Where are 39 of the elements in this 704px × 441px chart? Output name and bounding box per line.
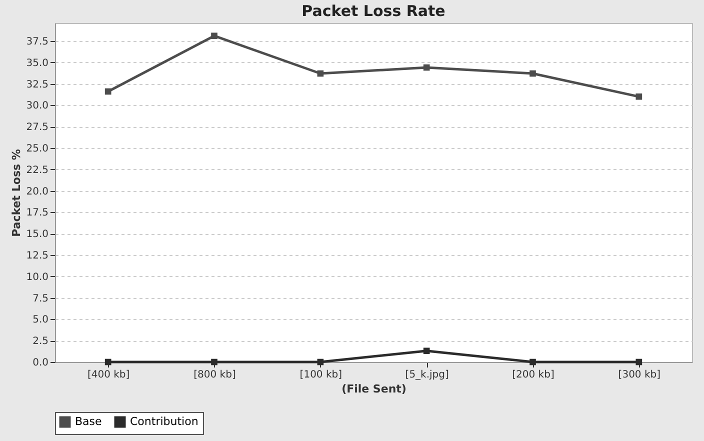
y-tick-label: 17.5 — [26, 208, 48, 219]
legend-label: Contribution — [130, 415, 198, 428]
y-tick-label: 22.5 — [26, 164, 48, 176]
y-axis-title: Packet Loss % — [10, 149, 24, 237]
point — [530, 358, 536, 366]
point — [423, 348, 430, 354]
legend-label: Base — [75, 415, 102, 428]
x-tick-label: [400 kb] — [87, 370, 130, 380]
point — [636, 93, 642, 100]
y-tick-label: 10.0 — [26, 272, 48, 283]
chart-title: Packet Loss Rate — [302, 2, 446, 20]
point — [104, 88, 112, 95]
y-tick-label: 0.0 — [32, 358, 48, 368]
point — [530, 70, 536, 77]
y-tick-label: 12.5 — [26, 250, 48, 262]
x-tick-label: [5_k.jpg] — [405, 370, 449, 380]
point — [211, 358, 218, 366]
y-tick-label: 27.5 — [26, 122, 48, 134]
point — [211, 32, 218, 40]
point — [636, 358, 642, 366]
y-tick-label: 35.0 — [26, 58, 48, 69]
point — [104, 358, 112, 366]
y-tick-label: 5.0 — [32, 314, 48, 326]
y-tick-label: 30.0 — [26, 100, 48, 112]
x-tick-label: [800 kb] — [194, 370, 236, 380]
x-tick-label: [300 kb] — [618, 370, 661, 380]
y-tick-label: 25.0 — [26, 143, 48, 154]
point — [423, 64, 430, 71]
point — [317, 358, 324, 366]
y-tick-label: 32.5 — [26, 79, 48, 90]
y-tick-label: 37.5 — [26, 36, 48, 48]
y-tick-label: 15.0 — [26, 229, 48, 240]
x-axis-title: (File Sent) — [342, 382, 406, 396]
y-tick-label: 2.5 — [32, 336, 48, 348]
y-tick-label: 20.0 — [26, 186, 48, 198]
x-tick-label: [200 kb] — [512, 370, 554, 380]
x-tick-label: [100 kb] — [300, 370, 342, 380]
point — [317, 70, 324, 77]
y-tick-label: 7.5 — [32, 293, 48, 304]
